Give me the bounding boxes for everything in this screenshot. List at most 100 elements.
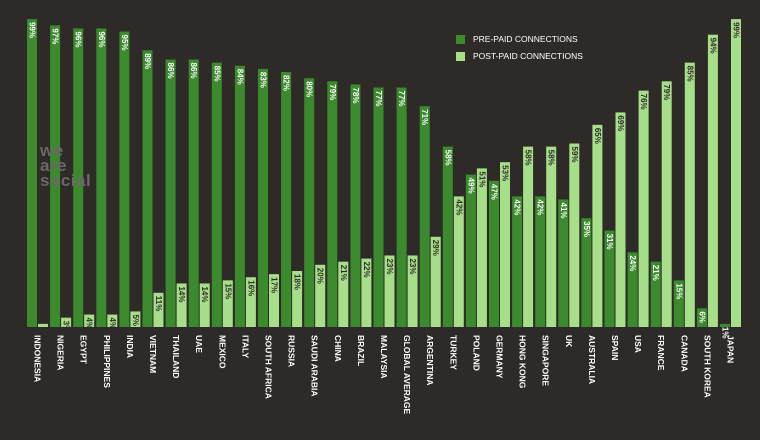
legend-swatch-postpaid	[456, 52, 465, 61]
postpaid-bar	[500, 162, 510, 327]
postpaid-bar	[592, 124, 603, 327]
category-label: POLAND	[471, 335, 481, 371]
legend-swatch-prepaid	[456, 35, 465, 44]
prepaid-value-label: 84%	[235, 69, 244, 85]
postpaid-bar	[453, 196, 464, 327]
postpaid-value-label: 58%	[524, 150, 533, 166]
prepaid-bar	[350, 84, 361, 327]
prepaid-value-label: 77%	[397, 91, 406, 107]
prepaid-bar	[396, 87, 407, 327]
category-label: HONG KONG	[518, 335, 528, 389]
logo-line-1: we	[40, 141, 64, 160]
category-label: INDONESIA	[33, 335, 43, 382]
prepaid-bar	[234, 65, 245, 327]
category-label: SOUTH AFRICA	[264, 335, 274, 399]
prepaid-bar	[96, 28, 107, 327]
prepaid-value-label: 24%	[628, 255, 637, 271]
category-label: ARGENTINA	[425, 335, 435, 386]
postpaid-bar	[199, 283, 210, 327]
we-are-social-logo: we are social	[40, 141, 92, 190]
postpaid-bar	[38, 323, 48, 327]
postpaid-value-label: 14%	[177, 286, 186, 302]
category-label: SOUTH KOREA	[702, 335, 712, 398]
postpaid-value-label: 65%	[593, 128, 602, 144]
prepaid-bar	[604, 230, 615, 327]
postpaid-value-label: 85%	[685, 66, 694, 82]
prepaid-value-label: 82%	[282, 75, 291, 91]
prepaid-value-label: 41%	[559, 202, 568, 218]
prepaid-bar	[535, 196, 546, 327]
postpaid-value-label: 20%	[316, 268, 325, 284]
prepaid-bar	[442, 146, 453, 327]
prepaid-value-label: 97%	[51, 28, 60, 44]
category-label: JAPAN	[726, 335, 736, 363]
category-label: RUSSIA	[287, 335, 297, 367]
prepaid-bar	[258, 68, 268, 328]
prepaid-value-label: 31%	[605, 234, 614, 250]
postpaid-value-label: 51%	[477, 171, 486, 187]
postpaid-value-label: 79%	[662, 84, 671, 100]
category-label: CHINA	[333, 335, 343, 362]
logo-line-3: social	[40, 171, 92, 190]
prepaid-bar	[211, 62, 222, 328]
prepaid-bar	[327, 81, 338, 327]
postpaid-bar	[361, 258, 372, 327]
legend-item-prepaid: PRE-PAID CONNECTIONS	[456, 31, 583, 48]
prepaid-value-label: 1%	[721, 327, 730, 339]
postpaid-bar	[61, 317, 72, 327]
category-label: MEXICO	[217, 335, 227, 369]
postpaid-bar	[476, 168, 487, 327]
category-label: MALAYSIA	[379, 335, 389, 379]
prepaid-bar	[489, 180, 499, 327]
postpaid-value-label: 23%	[408, 258, 417, 274]
category-label: UAE	[194, 335, 204, 353]
postpaid-bar	[315, 264, 326, 327]
legend-item-postpaid: POST-PAID CONNECTIONS	[456, 48, 583, 65]
category-label: AUSTRALIA	[587, 335, 597, 384]
prepaid-value-label: 85%	[212, 66, 221, 82]
category-label: INDIA	[125, 335, 135, 358]
prepaid-bar	[188, 59, 199, 327]
postpaid-value-label: 42%	[454, 199, 463, 215]
prepaid-value-label: 79%	[328, 84, 337, 100]
postpaid-value-label: 21%	[339, 265, 348, 281]
prepaid-value-label: 42%	[536, 199, 545, 215]
postpaid-bar	[430, 236, 441, 327]
category-label: UK	[564, 335, 574, 348]
prepaid-bar	[281, 71, 292, 327]
prepaid-bar	[581, 218, 592, 327]
postpaid-value-label: 59%	[570, 147, 579, 163]
category-label: SAUDI ARABIA	[310, 335, 320, 397]
postpaid-bar	[153, 292, 164, 327]
postpaid-value-label: 1%	[39, 327, 48, 339]
prepaid-bar	[558, 199, 569, 327]
postpaid-bar	[707, 34, 718, 327]
prepaid-value-label: 6%	[697, 311, 706, 323]
bar-group	[27, 19, 741, 328]
category-label: GLOBAL AVERAGE	[402, 335, 412, 415]
postpaid-value-label: 22%	[362, 262, 371, 278]
category-label: SINGAPORE	[541, 335, 551, 386]
postpaid-value-label: 76%	[639, 94, 648, 110]
postpaid-bar	[661, 81, 672, 327]
prepaid-bar	[419, 106, 430, 327]
postpaid-bar	[569, 143, 580, 327]
value-label-group: 99% 1% 97% 3% 96% 4% 96% 4% 95% 5% 89% 11% 86% 14% 86%…	[28, 22, 741, 338]
prepaid-bar	[50, 25, 61, 328]
postpaid-value-label: 18%	[293, 274, 302, 290]
postpaid-value-label: 53%	[501, 165, 510, 181]
legend-label-prepaid: PRE-PAID CONNECTIONS	[473, 34, 578, 44]
category-label: ITALY	[240, 335, 250, 358]
postpaid-value-label: 17%	[270, 277, 279, 293]
category-label-group: INDONESIA NIGERIA EGYPT PHILIPPINES INDIA VIE…	[33, 335, 736, 415]
postpaid-value-label: 94%	[708, 38, 717, 54]
category-label: TURKEY	[448, 335, 458, 370]
category-label: EGYPT	[79, 335, 89, 365]
category-label: THAILAND	[171, 335, 181, 378]
prepaid-value-label: 89%	[143, 53, 152, 69]
prepaid-bar	[720, 323, 730, 327]
prepaid-value-label: 42%	[513, 199, 522, 215]
postpaid-value-label: 4%	[85, 318, 94, 330]
postpaid-bar	[176, 283, 187, 327]
